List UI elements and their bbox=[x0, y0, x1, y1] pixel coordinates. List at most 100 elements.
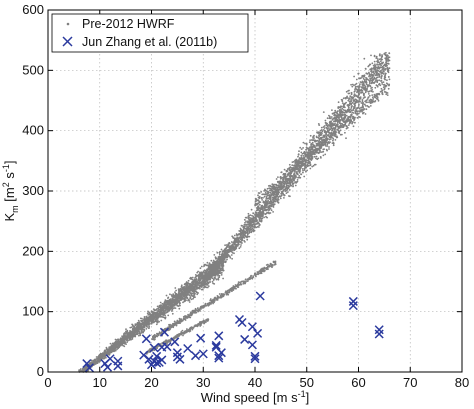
hwrf-point bbox=[207, 285, 210, 287]
hwrf-point bbox=[372, 67, 375, 70]
hwrf-point bbox=[369, 63, 372, 66]
hwrf-point bbox=[214, 256, 217, 259]
hwrf-point bbox=[111, 342, 114, 345]
hwrf-point bbox=[220, 269, 223, 272]
hwrf-point bbox=[362, 77, 365, 80]
hwrf-point bbox=[313, 137, 315, 140]
hwrf-point bbox=[199, 278, 201, 281]
hwrf-point bbox=[300, 148, 303, 151]
hwrf-point bbox=[248, 235, 251, 238]
hwrf-point bbox=[164, 314, 167, 317]
hwrf-point bbox=[136, 326, 139, 329]
hwrf-point bbox=[222, 250, 224, 253]
hwrf-point bbox=[134, 335, 137, 338]
hwrf-point bbox=[323, 127, 326, 129]
hwrf-point bbox=[218, 263, 221, 265]
hwrf-point bbox=[346, 108, 349, 111]
hwrf-point bbox=[386, 79, 388, 82]
hwrf-point bbox=[251, 214, 253, 217]
hwrf-point bbox=[311, 141, 314, 144]
hwrf-point bbox=[180, 298, 183, 300]
hwrf-point bbox=[167, 314, 170, 317]
hwrf-point bbox=[375, 80, 377, 82]
hwrf-point bbox=[294, 184, 297, 187]
hwrf-point bbox=[287, 182, 290, 185]
hwrf-point bbox=[349, 102, 351, 105]
hwrf-point bbox=[241, 242, 243, 244]
hwrf-point bbox=[374, 67, 377, 70]
hwrf-point bbox=[274, 198, 277, 201]
hwrf-point bbox=[143, 324, 146, 326]
hwrf-point bbox=[370, 54, 372, 57]
hwrf-point bbox=[299, 146, 302, 149]
hwrf-point bbox=[372, 90, 374, 93]
hwrf-point bbox=[145, 323, 148, 326]
hwrf-point bbox=[159, 305, 162, 307]
hwrf-point bbox=[280, 192, 282, 195]
hwrf-point bbox=[124, 342, 126, 345]
hwrf-point bbox=[110, 344, 113, 347]
hwrf-point bbox=[90, 361, 93, 364]
hwrf-point bbox=[363, 79, 366, 81]
hwrf-point bbox=[188, 299, 191, 301]
hwrf-point bbox=[139, 317, 142, 320]
hwrf-point bbox=[93, 360, 95, 363]
hwrf-point bbox=[169, 307, 172, 310]
hwrf-point bbox=[191, 276, 194, 279]
hwrf-point bbox=[377, 61, 379, 64]
hwrf-point bbox=[79, 369, 82, 372]
hwrf-point bbox=[368, 94, 371, 97]
hwrf-point bbox=[185, 281, 188, 284]
hwrf-point bbox=[261, 209, 264, 211]
hwrf-point bbox=[312, 146, 314, 149]
hwrf-point bbox=[215, 261, 218, 263]
hwrf-point bbox=[347, 90, 349, 92]
hwrf-point bbox=[95, 356, 98, 358]
hwrf-point bbox=[317, 157, 320, 160]
hwrf-point bbox=[214, 277, 217, 279]
hwrf-point bbox=[309, 139, 311, 142]
hwrf-point bbox=[178, 294, 181, 296]
hwrf-point bbox=[306, 148, 308, 150]
hwrf-point bbox=[194, 284, 197, 286]
hwrf-point bbox=[165, 305, 167, 308]
hwrf-point bbox=[190, 294, 193, 297]
hwrf-point bbox=[229, 256, 232, 259]
hwrf-point bbox=[359, 81, 362, 83]
hwrf-point bbox=[369, 75, 372, 78]
hwrf-point bbox=[259, 224, 261, 226]
hwrf-point bbox=[354, 87, 357, 90]
hwrf-point bbox=[288, 181, 291, 184]
hwrf-point bbox=[114, 346, 117, 349]
hwrf-point bbox=[312, 145, 315, 147]
hwrf-point bbox=[370, 82, 373, 84]
hwrf-point bbox=[216, 259, 219, 262]
hwrf-point bbox=[376, 58, 379, 60]
hwrf-point bbox=[264, 206, 267, 209]
hwrf-point bbox=[213, 254, 216, 256]
hwrf-point bbox=[337, 101, 340, 104]
hwrf-point bbox=[160, 319, 163, 322]
hwrf-point bbox=[295, 171, 298, 174]
hwrf-point bbox=[155, 318, 158, 321]
hwrf-point bbox=[244, 225, 246, 228]
hwrf-point bbox=[203, 263, 206, 266]
hwrf-point bbox=[303, 169, 306, 172]
hwrf-point bbox=[368, 71, 370, 74]
hwrf-point bbox=[372, 64, 375, 67]
hwrf-point bbox=[189, 282, 192, 285]
hwrf-point bbox=[353, 91, 356, 93]
hwrf-point bbox=[379, 53, 381, 55]
hwrf-point bbox=[185, 285, 188, 288]
hwrf-point bbox=[99, 359, 102, 362]
hwrf-point bbox=[257, 221, 260, 224]
hwrf-point bbox=[338, 121, 341, 124]
hwrf-point bbox=[239, 238, 242, 241]
hwrf-point bbox=[341, 118, 344, 121]
hwrf-point bbox=[115, 343, 117, 346]
hwrf-point bbox=[224, 244, 227, 247]
hwrf-point bbox=[255, 220, 258, 223]
hwrf-point bbox=[188, 301, 191, 303]
hwrf-point bbox=[345, 90, 348, 93]
hwrf-point bbox=[174, 294, 177, 297]
